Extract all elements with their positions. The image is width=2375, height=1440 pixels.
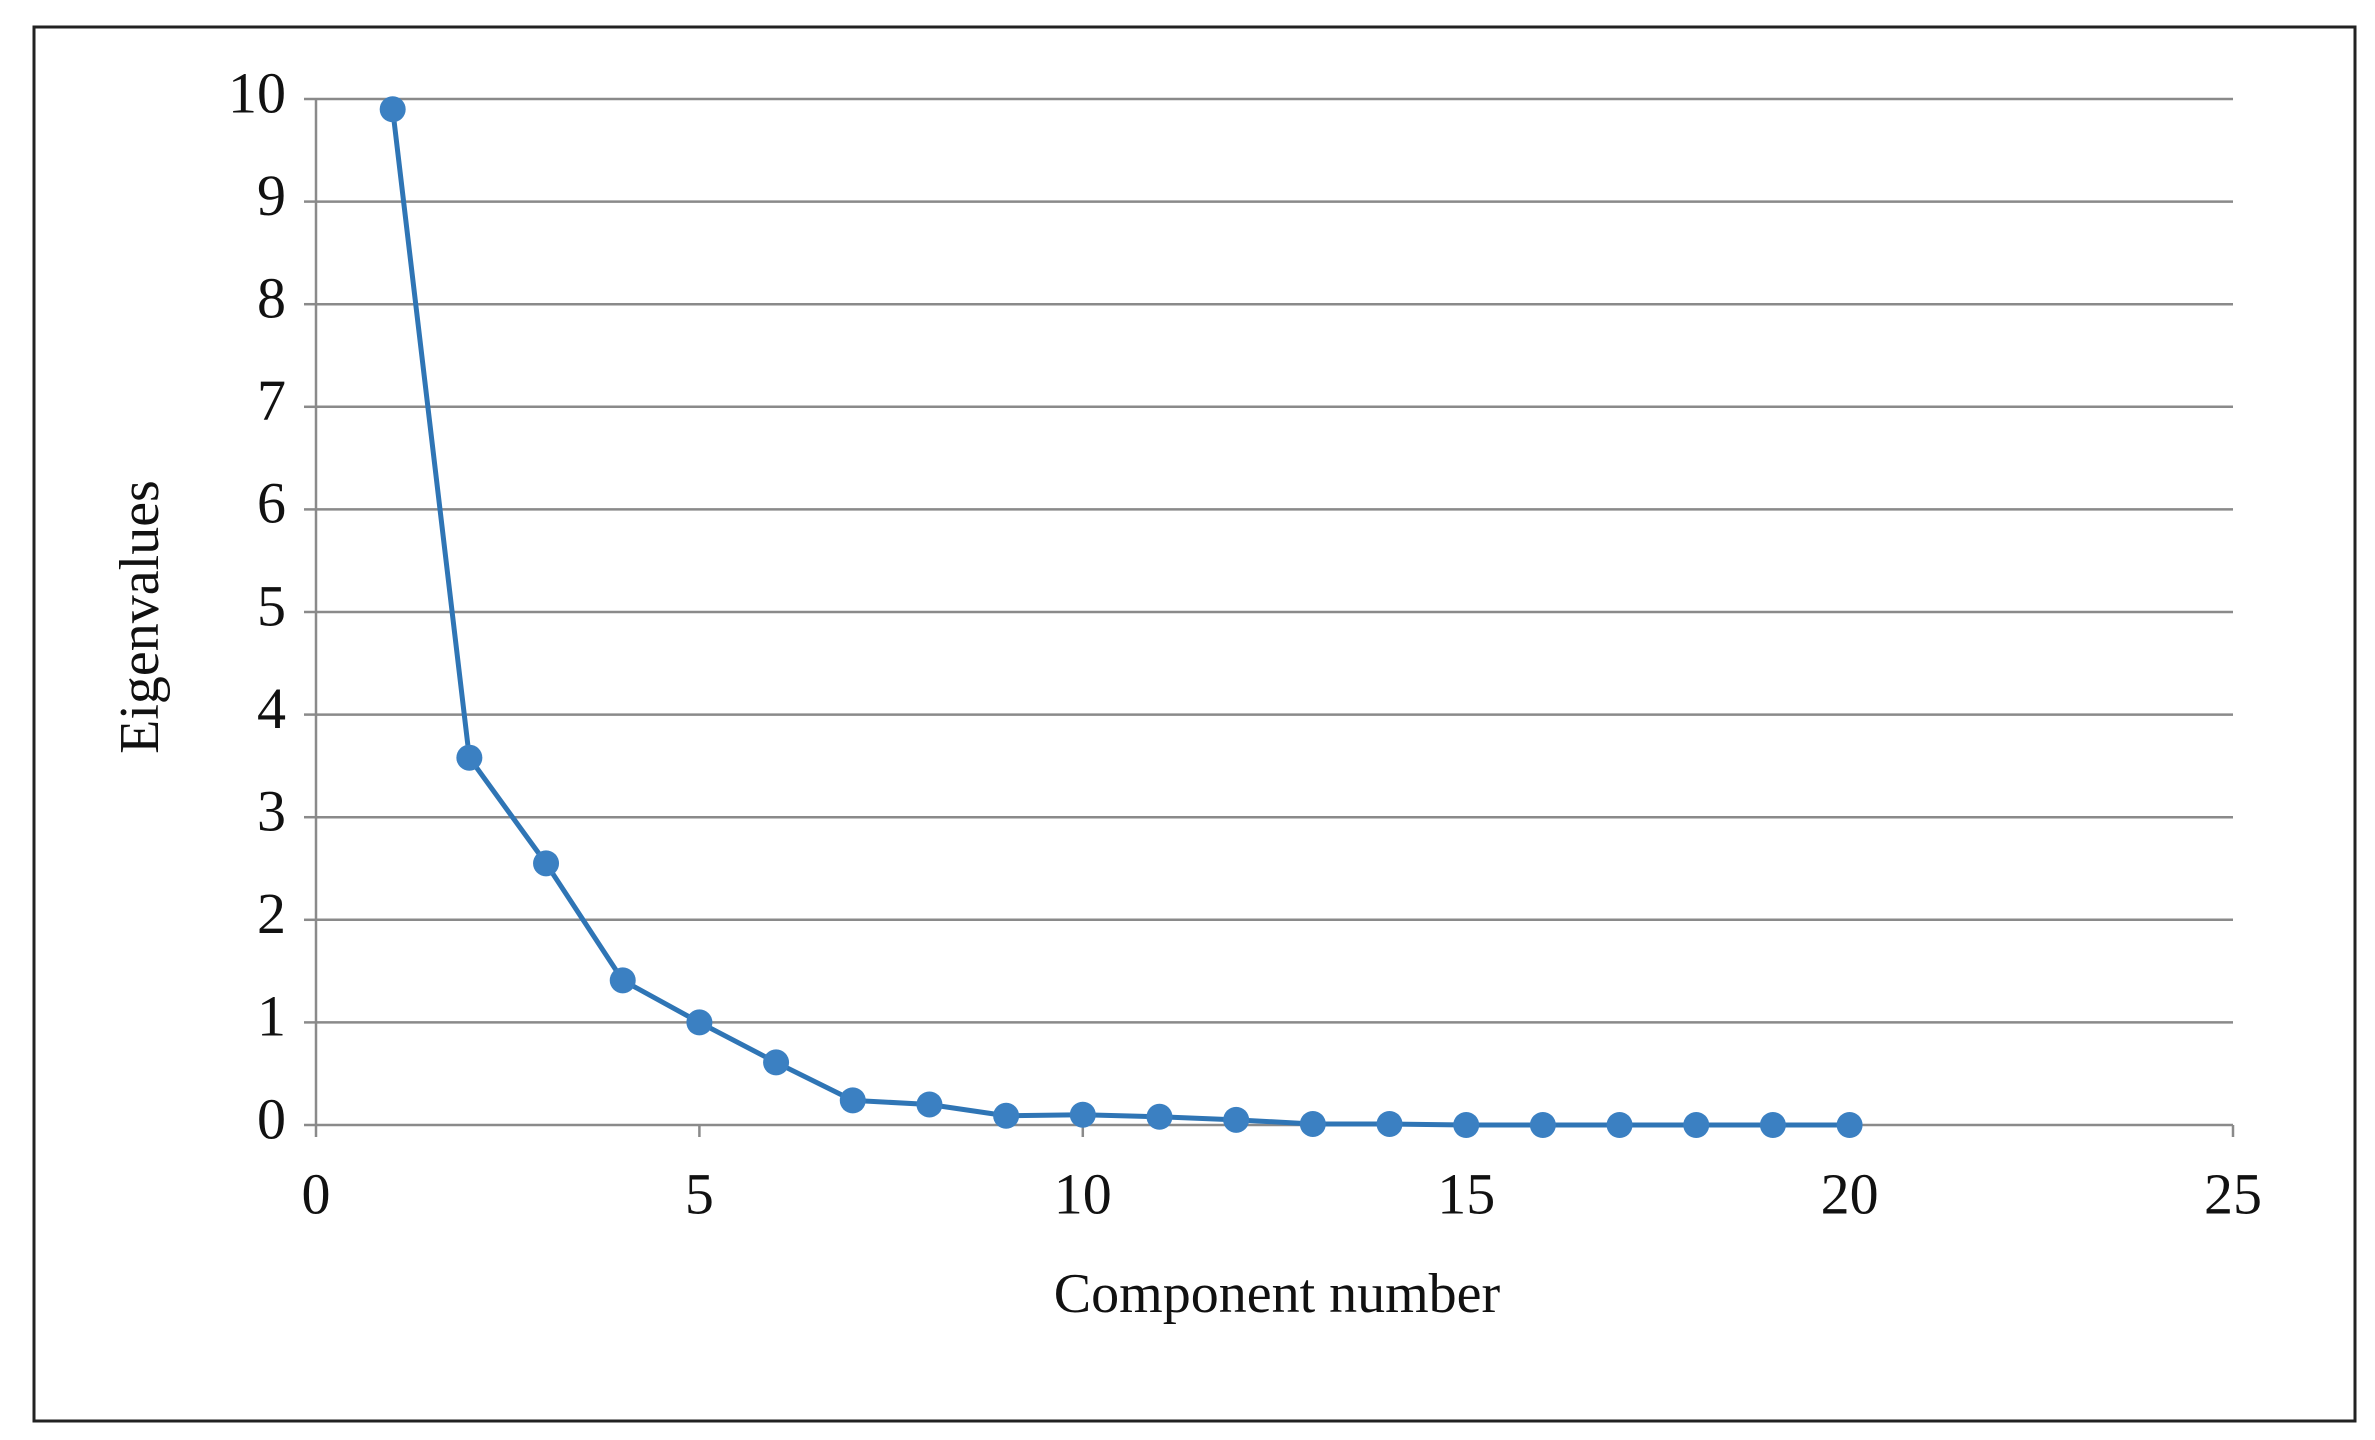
y-tick-label: 2: [257, 881, 286, 946]
y-tick-label: 8: [257, 266, 286, 331]
data-point: [686, 1009, 713, 1036]
y-tick-label: 10: [228, 60, 286, 125]
x-axis-title: Component number: [1054, 1263, 1501, 1325]
y-tick-label: 5: [257, 573, 286, 638]
data-point: [1299, 1110, 1326, 1137]
data-point: [1606, 1112, 1633, 1138]
data-point: [1453, 1112, 1480, 1138]
x-tick-label: 10: [1054, 1161, 1112, 1226]
y-tick-label: 4: [257, 676, 286, 741]
data-point: [456, 744, 483, 771]
data-point: [1376, 1110, 1403, 1137]
x-tick-label: 25: [2204, 1161, 2262, 1226]
data-point: [1069, 1101, 1096, 1128]
data-point: [1146, 1103, 1173, 1130]
data-point: [916, 1091, 943, 1118]
y-tick-label: 7: [257, 368, 286, 433]
data-point: [993, 1102, 1020, 1129]
data-point: [1223, 1106, 1250, 1133]
y-tick-label: 3: [257, 779, 286, 844]
data-point: [1529, 1112, 1556, 1138]
y-tick-label: 0: [257, 1086, 286, 1151]
data-point: [1836, 1112, 1863, 1138]
y-tick-label: 1: [257, 984, 286, 1049]
data-point: [609, 967, 636, 994]
y-tick-label: 9: [257, 163, 286, 228]
y-tick-label: 6: [257, 471, 286, 536]
data-point: [379, 96, 406, 123]
data-point: [1759, 1112, 1786, 1138]
x-tick-label: 15: [1437, 1161, 1495, 1226]
x-tick-label: 5: [685, 1161, 714, 1226]
data-point: [839, 1087, 866, 1114]
data-point: [763, 1049, 790, 1076]
data-point: [533, 850, 560, 877]
y-axis-title: Eigenvalues: [109, 480, 171, 754]
x-tick-label: 0: [302, 1161, 331, 1226]
data-point: [1683, 1112, 1710, 1138]
chart-frame: [32, 25, 2357, 1423]
x-tick-label: 20: [1821, 1161, 1879, 1226]
